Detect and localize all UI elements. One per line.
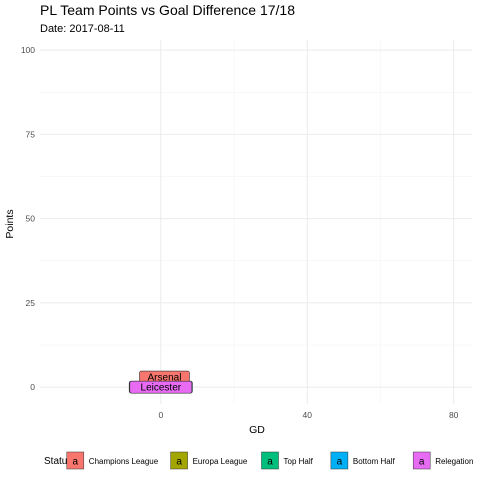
legend-label: Bottom Half [353, 457, 396, 466]
y-tick-label: 50 [26, 214, 36, 224]
legend-label: Relegation [435, 457, 473, 466]
x-tick-label: 40 [303, 410, 313, 420]
point-label-text: Leicester [141, 383, 182, 394]
legend-key-letter: a [337, 457, 343, 468]
legend-key-letter: a [73, 457, 79, 468]
legend-label: Europa League [193, 457, 248, 466]
legend-label: Champions League [89, 457, 159, 466]
legend-key-letter: a [419, 457, 425, 468]
legend-key-letter: a [176, 457, 182, 468]
y-axis-title: Points [4, 209, 16, 238]
point-label-text: Arsenal [148, 373, 182, 384]
grid [40, 40, 472, 404]
x-axis-ticks: 0 40 80 [158, 410, 458, 420]
x-tick-label: 80 [449, 410, 459, 420]
x-tick-label: 0 [158, 410, 163, 420]
legend-key [330, 451, 349, 470]
legend-label: Top Half [284, 457, 314, 466]
legend-key [66, 451, 85, 470]
point-label-box [129, 380, 193, 394]
legend-item: a Europa League [170, 451, 248, 470]
legend-item: a Top Half [261, 451, 314, 470]
y-tick-label: 0 [30, 382, 35, 392]
point-label: Arsenal [139, 370, 190, 384]
y-tick-label: 25 [26, 298, 36, 308]
legend-key [412, 451, 431, 470]
legend-item: a Relegation [412, 451, 473, 470]
chart-subtitle: Date: 2017-08-11 [40, 23, 125, 35]
legend-item: a Champions League [66, 451, 159, 470]
legend-key [170, 451, 188, 470]
y-axis-ticks: 0 25 50 75 100 [21, 45, 35, 392]
y-tick-label: 75 [26, 129, 36, 139]
legend-title: Status [44, 456, 72, 467]
legend-key-letter: a [267, 457, 273, 468]
y-tick-label: 100 [21, 45, 35, 55]
legend-item: a Bottom Half [330, 451, 396, 470]
legend: Status a Champions League a Europa League a T… [44, 451, 473, 470]
legend-key [261, 451, 279, 470]
x-axis-title: GD [249, 424, 265, 436]
chart-title: PL Team Points vs Goal Difference 17/18 [40, 2, 295, 18]
point-label: Leicester [129, 380, 193, 394]
